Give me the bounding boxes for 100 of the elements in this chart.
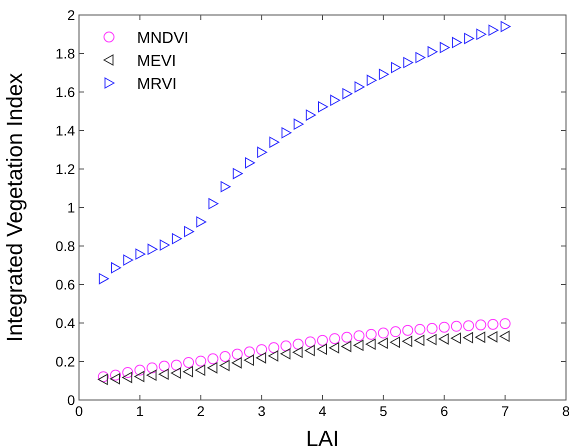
point bbox=[475, 319, 486, 330]
point bbox=[366, 338, 376, 350]
point bbox=[158, 368, 169, 380]
point bbox=[487, 331, 498, 342]
point bbox=[195, 364, 206, 376]
point bbox=[414, 334, 424, 346]
point bbox=[391, 62, 402, 74]
y-tick-label: 0.6 bbox=[56, 276, 76, 292]
point bbox=[244, 354, 254, 366]
point bbox=[476, 28, 486, 40]
legend-label: MEVI bbox=[137, 53, 176, 70]
point bbox=[390, 336, 400, 348]
point bbox=[487, 318, 498, 330]
point bbox=[170, 360, 182, 371]
point bbox=[426, 322, 438, 334]
point bbox=[342, 88, 352, 100]
legend-label: MRVI bbox=[137, 76, 177, 93]
point bbox=[306, 110, 316, 121]
y-tick-label: 0.4 bbox=[56, 315, 76, 331]
point bbox=[98, 374, 108, 385]
point bbox=[146, 362, 158, 374]
point bbox=[135, 248, 146, 260]
point bbox=[183, 356, 194, 368]
point bbox=[123, 254, 134, 266]
point bbox=[414, 324, 426, 335]
y-axis-title: Integrated Vegetation Index bbox=[2, 72, 27, 342]
y-tick-label: 0.2 bbox=[56, 354, 76, 370]
point bbox=[403, 57, 414, 68]
point bbox=[281, 127, 292, 138]
point bbox=[488, 24, 498, 36]
y-tick-label: 0.8 bbox=[56, 238, 76, 254]
x-tick-label: 3 bbox=[258, 403, 266, 419]
legend-label: MNDVI bbox=[137, 30, 189, 47]
point bbox=[207, 362, 218, 374]
point bbox=[280, 340, 292, 352]
point bbox=[341, 340, 352, 352]
point bbox=[111, 262, 122, 274]
point bbox=[440, 42, 450, 54]
point bbox=[160, 240, 170, 251]
point bbox=[329, 333, 340, 344]
x-tick-label: 4 bbox=[318, 403, 327, 419]
point bbox=[232, 348, 243, 360]
x-tick-label: 5 bbox=[379, 403, 388, 419]
point bbox=[220, 181, 231, 192]
point bbox=[269, 136, 280, 148]
point bbox=[232, 357, 242, 368]
point bbox=[208, 198, 218, 210]
point bbox=[304, 345, 315, 356]
point bbox=[317, 334, 328, 346]
point bbox=[354, 340, 364, 351]
point bbox=[195, 356, 206, 367]
point bbox=[172, 233, 182, 244]
y-tick-label: 1.6 bbox=[56, 84, 76, 100]
point bbox=[354, 330, 365, 342]
point bbox=[366, 74, 377, 86]
y-tick-label: 1 bbox=[67, 200, 76, 216]
point bbox=[148, 244, 158, 255]
point bbox=[244, 157, 255, 168]
point bbox=[98, 371, 109, 382]
point bbox=[256, 344, 268, 356]
y-tick-label: 0 bbox=[67, 392, 76, 408]
point bbox=[304, 336, 316, 348]
point bbox=[402, 324, 414, 336]
point bbox=[450, 332, 461, 344]
point bbox=[110, 373, 120, 384]
point bbox=[134, 364, 146, 376]
point bbox=[450, 320, 462, 332]
point bbox=[402, 336, 412, 347]
point bbox=[500, 318, 511, 330]
y-tick-label: 1.2 bbox=[56, 161, 76, 177]
point bbox=[463, 332, 474, 344]
point bbox=[378, 68, 389, 80]
x-tick-label: 6 bbox=[440, 403, 448, 419]
x-tick-label: 7 bbox=[501, 403, 510, 419]
point bbox=[122, 372, 132, 383]
point bbox=[330, 94, 340, 106]
point bbox=[292, 338, 304, 350]
point bbox=[463, 320, 474, 332]
point bbox=[500, 330, 510, 342]
point bbox=[184, 226, 194, 238]
point bbox=[220, 350, 231, 362]
point bbox=[329, 342, 340, 354]
point bbox=[158, 360, 170, 372]
point bbox=[122, 366, 134, 378]
point bbox=[268, 350, 278, 362]
point bbox=[354, 81, 365, 92]
point bbox=[98, 273, 109, 284]
point bbox=[426, 334, 437, 346]
point bbox=[366, 328, 377, 340]
point bbox=[475, 332, 486, 343]
point bbox=[428, 46, 438, 58]
point bbox=[294, 118, 304, 130]
y-tick-label: 1.8 bbox=[56, 46, 76, 62]
point bbox=[220, 360, 230, 372]
point bbox=[390, 326, 402, 338]
x-tick-label: 8 bbox=[562, 403, 569, 419]
point bbox=[378, 328, 389, 339]
point bbox=[170, 368, 181, 379]
point bbox=[183, 366, 194, 378]
point bbox=[452, 37, 462, 48]
